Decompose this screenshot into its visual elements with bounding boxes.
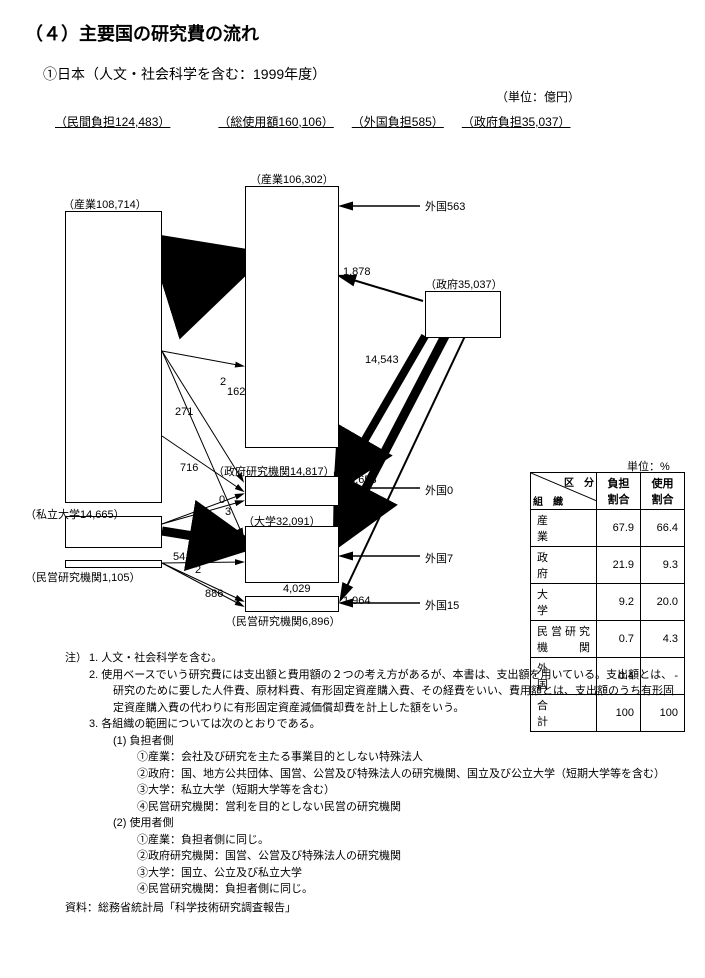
- table-cell: 67.9: [597, 510, 641, 547]
- note-3-2-3: ③大学：国立、公立及び私立大学: [161, 865, 680, 882]
- flow-val: 1,878: [343, 266, 371, 278]
- top-total: （総使用額160,106）: [218, 113, 333, 130]
- th-use: 使用割合: [641, 473, 685, 510]
- label-priv-inst-ctr: （民営研究機関6,896）: [225, 613, 341, 629]
- main-title: （４）主要国の研究費の流れ: [25, 20, 680, 46]
- box-industry-left: [65, 211, 162, 503]
- top-foreign: （外国負担585）: [352, 113, 444, 130]
- note-3-1: (1) 負担者側: [137, 733, 680, 750]
- note-3-1-3: ③大学：私立大学（短期大学等を含む）: [161, 782, 680, 799]
- flow-val: 14,661: [185, 529, 219, 541]
- note-3-1-4: ④民営研究機関：営利を目的としない民営の研究機関: [161, 799, 680, 816]
- flow-val: 54: [173, 551, 185, 563]
- box-industry-ctr: [245, 186, 339, 448]
- table-cell: 66.4: [641, 510, 685, 547]
- box-gov-inst: [245, 476, 339, 506]
- flow-val: 886: [205, 588, 223, 600]
- foreign-label: 外国563: [425, 198, 465, 214]
- flow-diagram: （産業108,714） （私立大学14,665） （民営研究機関1,105） （…: [25, 136, 685, 636]
- label-univ: （大学32,091）: [243, 513, 321, 529]
- box-gov: [425, 291, 501, 338]
- table-cell: 0.7: [597, 621, 641, 658]
- unit-label: （単位：億円）: [25, 88, 580, 105]
- table-cell: 21.9: [597, 547, 641, 584]
- note-3-2-2: ②政府研究機関：国営、公営及び特殊法人の研究機関: [161, 848, 680, 865]
- flow-val: 2: [220, 376, 226, 388]
- foreign-label: 外国15: [425, 597, 459, 613]
- subtitle: ①日本（人文・社会科学を含む：1999年度）: [43, 64, 680, 84]
- flow-val: 2: [195, 564, 201, 576]
- flow-val: 3: [225, 506, 231, 518]
- label-priv-univ: （私立大学14,665）: [25, 506, 125, 522]
- top-private: （民間負担124,483）: [55, 113, 170, 130]
- label-industry-left: （産業108,714）: [63, 196, 147, 212]
- th-kubun: 区 分: [564, 474, 594, 489]
- source: 資料：総務省統計局「科学技術研究調査報告」: [65, 900, 680, 917]
- th-burden: 負担割合: [597, 473, 641, 510]
- top-labels: （民間負担124,483） （総使用額160,106） （外国負担585） （政…: [55, 113, 680, 130]
- table-cell: -: [641, 658, 685, 695]
- table-cell: 合 計: [531, 695, 597, 732]
- note-3-1-2: ②政府：国、地方公共団体、国営、公営及び特殊法人の研究機関、国立及び公立大学（短…: [161, 766, 680, 783]
- ratio-table: 区 分 組 織 負担割合 使用割合 産 業67.966.4 政 府21.99.3…: [530, 472, 685, 732]
- box-priv-inst: [65, 560, 162, 568]
- flow-val: 16,653: [343, 474, 377, 486]
- note-3-2: (2) 使用者側: [137, 815, 680, 832]
- flow-val: 271: [175, 406, 193, 418]
- label-gov-inst: （政府研究機関14,817）: [213, 463, 335, 479]
- flow-val: 716: [180, 462, 198, 474]
- flow-val: 14,543: [365, 354, 399, 366]
- foreign-label: 外国7: [425, 550, 453, 566]
- table-cell: 0.4: [597, 658, 641, 695]
- flow-val: 162: [227, 386, 245, 398]
- table-cell: 外 国: [531, 658, 597, 695]
- table-cell: 20.0: [641, 584, 685, 621]
- box-priv-inst-ctr: [245, 596, 339, 612]
- flow-val: 0: [219, 494, 225, 506]
- table-cell: 大 学: [531, 584, 597, 621]
- table-cell: 産 業: [531, 510, 597, 547]
- label-gov: （政府35,037）: [425, 276, 503, 292]
- table-cell: 9.2: [597, 584, 641, 621]
- foreign-label: 外国0: [425, 482, 453, 498]
- note-3-1-1: ①産業：会社及び研究を主たる事業目的としない特殊法人: [161, 749, 680, 766]
- top-gov: （政府負担35,037）: [462, 113, 571, 130]
- table-cell: 4.3: [641, 621, 685, 658]
- flow-val: 1,964: [343, 595, 371, 607]
- flow-val: 103,697: [178, 243, 218, 255]
- box-univ: [245, 526, 339, 583]
- th-org: 組 織: [533, 493, 563, 508]
- note-3-2-1: ①産業：負担者側に同じ。: [161, 832, 680, 849]
- label-priv-inst: （民営研究機関1,105）: [25, 569, 141, 585]
- table-cell: 民営研究機関: [531, 621, 597, 658]
- note-3-2-4: ④民営研究機関：負担者側に同じ。: [161, 881, 680, 898]
- table-cell: 100: [641, 695, 685, 732]
- table-cell: 9.3: [641, 547, 685, 584]
- label-industry-ctr: （産業106,302）: [250, 171, 334, 187]
- notes-head: 注）: [65, 650, 89, 898]
- flow-val: 4,029: [283, 583, 311, 595]
- table-cell: 政 府: [531, 547, 597, 584]
- table-cell: 100: [597, 695, 641, 732]
